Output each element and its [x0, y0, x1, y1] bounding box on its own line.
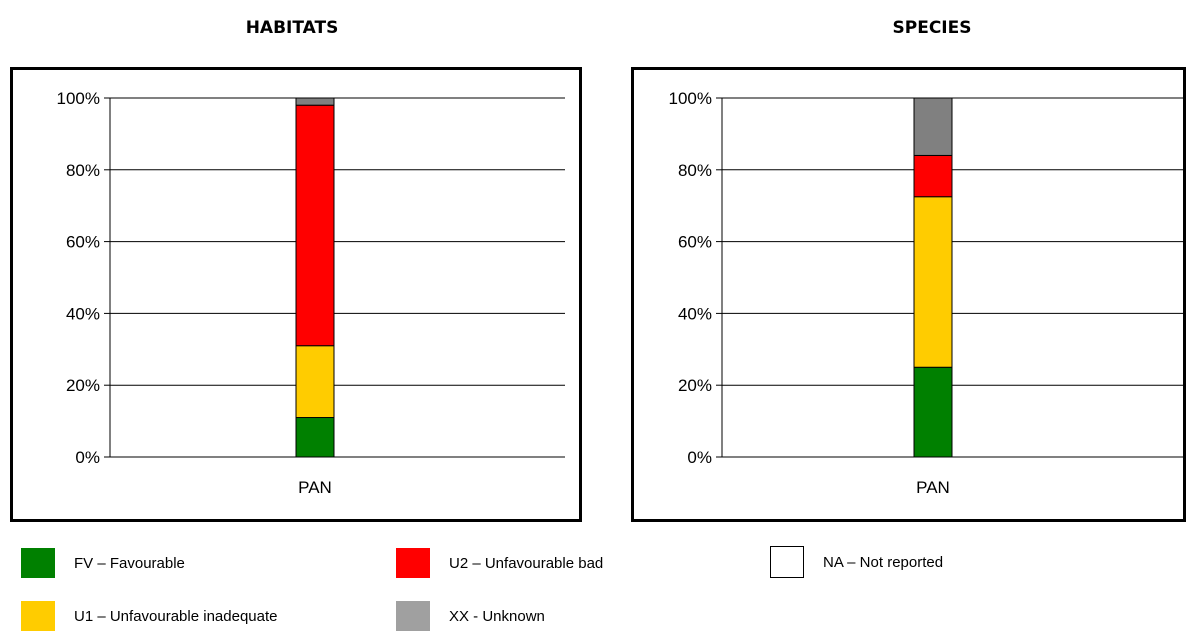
- legend-swatch-u1: [21, 601, 55, 631]
- y-tick-label: 40%: [66, 304, 100, 323]
- y-tick-label: 60%: [678, 233, 712, 252]
- y-tick-label: 0%: [687, 448, 712, 467]
- bar-segment-xx: [295, 97, 335, 106]
- habitats-chart-svg: 0% 20% 40% 60% 80% 100% PAN: [57, 89, 565, 497]
- category-label: PAN: [916, 478, 950, 497]
- y-tick-label: 60%: [66, 233, 100, 252]
- y-tick-label: 100%: [669, 89, 712, 108]
- y-tick-label: 0%: [75, 448, 100, 467]
- habitats-chart: 0% 20% 40% 60% 80% 100% PAN: [10, 67, 582, 522]
- legend-swatch-u2: [396, 548, 430, 578]
- legend-label-fv: FV – Favourable: [74, 554, 185, 572]
- legend-item-na: NA – Not reported: [770, 546, 944, 578]
- category-label: PAN: [298, 478, 332, 497]
- species-chart: 0% 20% 40% 60% 80% 100% PAN: [631, 67, 1186, 522]
- legend-label-xx: XX - Unknown: [449, 607, 545, 625]
- y-tick-label: 80%: [66, 161, 100, 180]
- legend-item-u2: U2 – Unfavourable bad: [396, 548, 603, 578]
- bar-segment-u2: [295, 104, 335, 347]
- species-chart-svg: 0% 20% 40% 60% 80% 100% PAN: [669, 89, 1186, 497]
- y-tick-label: 80%: [678, 161, 712, 180]
- bar-segment-u1: [295, 345, 335, 419]
- bar-segment-fv: [913, 366, 953, 458]
- bar-segment-u2: [913, 154, 953, 198]
- legend-swatch-na: [770, 546, 804, 578]
- legend-item-xx: XX - Unknown: [396, 601, 545, 631]
- legend-label-na: NA – Not reported: [823, 553, 944, 571]
- y-tick-label: 40%: [678, 304, 712, 323]
- legend-item-u1: U1 – Unfavourable inadequate: [21, 601, 277, 631]
- legend-item-fv: FV – Favourable: [21, 548, 185, 578]
- legend-swatch-xx: [396, 601, 430, 631]
- y-tick-label: 20%: [66, 376, 100, 395]
- legend-swatch-fv: [21, 548, 55, 578]
- bar-segment-fv: [295, 417, 335, 458]
- bar-segment-u1: [913, 196, 953, 368]
- bar-segment-xx: [913, 97, 953, 156]
- species-title: SPECIES: [892, 18, 972, 38]
- y-tick-label: 100%: [57, 89, 100, 108]
- y-tick-label: 20%: [678, 376, 712, 395]
- legend-label-u1: U1 – Unfavourable inadequate: [74, 607, 278, 625]
- habitats-title: HABITATS: [245, 18, 339, 38]
- legend-label-u2: U2 – Unfavourable bad: [449, 554, 604, 572]
